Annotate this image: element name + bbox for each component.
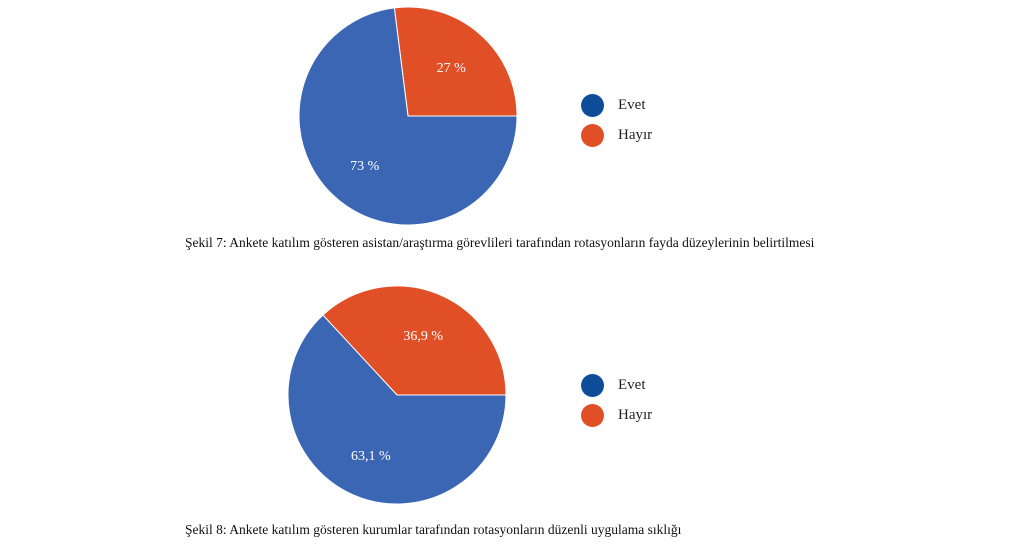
slice-evet xyxy=(287,314,507,505)
legend-swatch-hayir xyxy=(581,123,604,147)
legend-item-hayir: Hayır xyxy=(581,120,652,150)
slice-hayir xyxy=(393,6,518,117)
legend-item-hayir: Hayır xyxy=(581,400,652,430)
figure-caption: Şekil 7: Ankete katılım gösteren asistan… xyxy=(185,235,815,250)
legend-swatch-evet xyxy=(581,373,604,397)
legend-label-evet: Evet xyxy=(618,376,646,393)
legend-label-hayir: Hayır xyxy=(618,406,653,423)
pie-chart-8: 36,9 % 63,1 % xyxy=(287,285,507,505)
legend-label-hayir: Hayır xyxy=(618,126,653,143)
pie-chart-7: 27 % 73 % xyxy=(298,6,518,226)
figure-7: 27 % 73 % Evet Hayır Şekil 7: Ankete katı… xyxy=(0,0,1024,260)
legend-item-evet: Evet xyxy=(581,370,652,400)
slice-hayir-label: 27 % xyxy=(437,61,467,76)
legend-label-evet: Evet xyxy=(618,96,646,113)
slice-hayir xyxy=(322,285,507,396)
legend-swatch-hayir xyxy=(581,403,604,427)
slice-evet-label: 63,1 % xyxy=(351,449,391,464)
legend-item-evet: Evet xyxy=(581,90,652,120)
legend-8: Evet Hayır xyxy=(581,370,652,430)
legend-swatch-evet xyxy=(581,93,604,117)
slice-hayir-label: 36,9 % xyxy=(403,329,443,344)
slice-evet-label: 73 % xyxy=(350,159,380,174)
figure-caption: Şekil 8: Ankete katılım gösteren kurumla… xyxy=(185,522,682,537)
figure-8: 36,9 % 63,1 % Evet Hayır Şekil 8: Ankete … xyxy=(0,278,1024,555)
legend-7: Evet Hayır xyxy=(581,90,652,150)
slice-evet xyxy=(298,7,518,226)
